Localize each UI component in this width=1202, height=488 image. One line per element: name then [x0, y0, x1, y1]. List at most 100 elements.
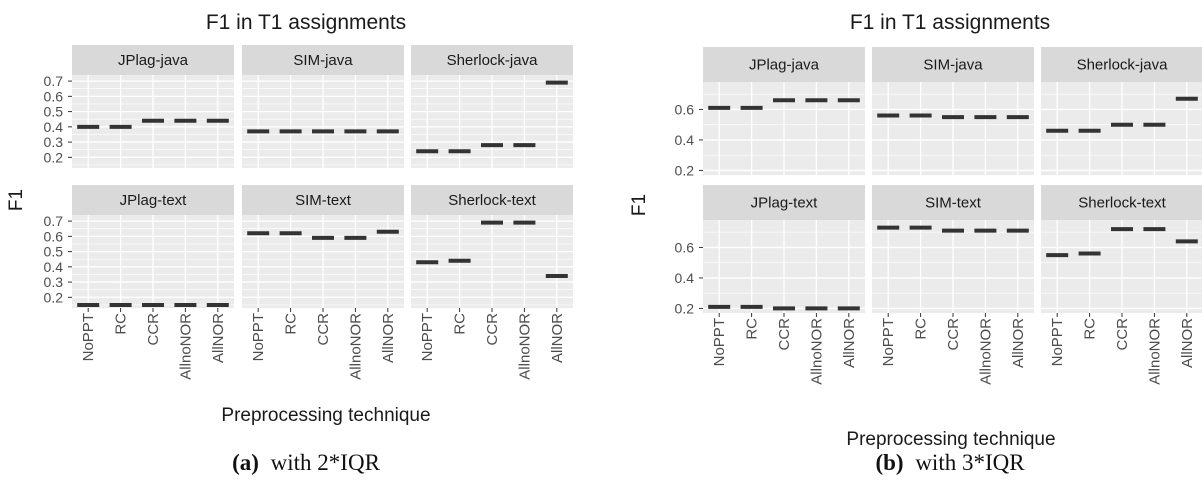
x-tick-label: AllNOR	[210, 313, 227, 363]
facet-strip	[242, 45, 404, 75]
facet-strip-label: SIM-java	[923, 57, 983, 74]
facet-sherlock-java: Sherlock-java	[1041, 47, 1202, 175]
svg-text:(b) with 3*IQR: (b) with 3*IQR	[875, 450, 1025, 475]
facet-strip	[72, 45, 234, 75]
x-tick-label: CCR	[776, 318, 793, 351]
facet-jplag-java: JPlag-java 0.2 0.4 0.6	[675, 47, 865, 178]
chart-a-ylabel: F1	[6, 189, 27, 211]
x-tick-label: RC	[1082, 318, 1099, 340]
y-tick-label: 0.6	[44, 88, 64, 104]
x-tick-label: CCR	[484, 313, 501, 346]
x-tick-label: RC	[913, 318, 930, 340]
facet-strip	[411, 45, 573, 75]
facet-strip	[1041, 47, 1202, 82]
y-tick-label: 0.2	[44, 149, 64, 165]
chart-a: F1 in T1 assignments F1 Preprocessing te…	[6, 11, 573, 426]
y-tick-label: 0.7	[44, 73, 64, 89]
caption-a: (a) with 2*IQR	[232, 450, 380, 475]
x-tick-label: NoPPT	[80, 313, 97, 361]
y-tick-label: 0.4	[44, 259, 64, 275]
y-tick-label: 0.3	[44, 134, 64, 150]
chart-a-xlabel: Preprocessing technique	[221, 405, 430, 426]
y-tick-label: 0.5	[44, 104, 64, 120]
x-tick-label: RC	[744, 318, 761, 340]
facet-strip	[703, 185, 865, 220]
y-tick-label: 0.2	[675, 162, 695, 178]
y-tick-label: 0.4	[675, 132, 695, 148]
y-tick-label: 0.5	[44, 244, 64, 260]
facet-strip-label: Sherlock-java	[1077, 57, 1169, 74]
x-tick-label: RC	[283, 313, 300, 335]
x-tick-label: CCR	[145, 313, 162, 346]
facet-strip	[703, 47, 865, 82]
x-tick-label: AllnoNOR	[347, 313, 364, 380]
caption-b-text: with 3*IQR	[915, 450, 1025, 475]
chart-b: F1 in T1 assignments F1 Preprocessing te…	[629, 11, 1202, 450]
facet-jplag-text: JPlag-text 0.20.30.40.50.60.7 NoPPT RC CCR Al…	[44, 185, 234, 380]
x-tick-label: CCR	[315, 313, 332, 346]
x-tick-label: CCR	[1114, 318, 1131, 351]
x-tick-label: AllNOR	[841, 318, 858, 368]
facet-strip-label: Sherlock-java	[447, 52, 539, 69]
facet-strip-label: SIM-java	[293, 52, 353, 69]
y-tick-label: 0.3	[44, 274, 64, 290]
x-tick-label: AllnoNOR	[808, 318, 825, 385]
y-tick-label: 0.4	[675, 270, 695, 286]
facet-sherlock-text: Sherlock-text NoPPT RC CCR AllnoNOR AllNOR	[1041, 185, 1202, 385]
y-tick-label: 0.2	[675, 300, 695, 316]
x-tick-label: NoPPT	[419, 313, 436, 361]
chart-b-xlabel: Preprocessing technique	[846, 429, 1055, 450]
x-tick-label: NoPPT	[880, 318, 897, 366]
facet-strip-label: JPlag-java	[118, 52, 189, 69]
y-tick-label: 0.7	[44, 213, 64, 229]
facet-strip-label: JPlag-text	[120, 192, 188, 209]
facet-strip	[242, 185, 404, 215]
facet-strip	[1041, 185, 1202, 220]
x-tick-label: AllNOR	[380, 313, 397, 363]
y-tick-label: 0.2	[44, 289, 64, 305]
x-tick-label: NoPPT	[711, 318, 728, 366]
y-tick-label: 0.4	[44, 119, 64, 135]
x-tick-label: AllNOR	[549, 313, 566, 363]
caption-b: (b) with 3*IQR	[875, 450, 1025, 475]
facet-strip-label: Sherlock-text	[448, 192, 536, 209]
facet-jplag-java: JPlag-java 0.20.30.40.50.60.7	[44, 45, 234, 168]
facet-sim-text: SIM-text NoPPT RC CCR AllnoNOR AllNOR	[242, 185, 404, 380]
x-tick-label: RC	[113, 313, 130, 335]
facet-sim-text: SIM-text NoPPT RC CCR AllnoNOR AllNOR	[872, 185, 1034, 385]
facet-jplag-text: JPlag-text 0.2 0.4 0.6 NoPPT RC CCR AllnoNOR All…	[675, 185, 865, 385]
y-tick-label: 0.6	[675, 239, 695, 255]
caption-a-text: with 2*IQR	[271, 450, 381, 475]
facet-sherlock-text: Sherlock-text NoPPT RC CCR AllnoNOR AllNOR	[411, 185, 573, 380]
x-tick-label: AllNOR	[1010, 318, 1027, 368]
caption-b-label: (b)	[875, 450, 903, 475]
x-tick-label: NoPPT	[250, 313, 267, 361]
x-tick-label: CCR	[945, 318, 962, 351]
facet-strip-label: SIM-text	[925, 195, 982, 212]
x-tick-label: RC	[452, 313, 469, 335]
facet-strip-label: JPlag-java	[749, 57, 820, 74]
x-tick-label: AllnoNOR	[516, 313, 533, 380]
facet-sim-java: SIM-java	[872, 47, 1034, 175]
chart-b-title: F1 in T1 assignments	[850, 11, 1050, 34]
facet-strip-label: SIM-text	[295, 192, 352, 209]
svg-text:(a) with 2*IQR: (a) with 2*IQR	[232, 450, 380, 475]
facet-strip	[72, 185, 234, 215]
facet-strip	[872, 185, 1034, 220]
x-tick-label: AllNOR	[1179, 318, 1196, 368]
x-tick-label: AllnoNOR	[977, 318, 994, 385]
caption-a-label: (a)	[232, 450, 259, 475]
y-tick-label: 0.6	[675, 101, 695, 117]
y-tick-label: 0.6	[44, 228, 64, 244]
facet-sim-java: SIM-java	[242, 45, 404, 168]
x-tick-label: AllnoNOR	[1146, 318, 1163, 385]
facet-sherlock-java: Sherlock-java	[411, 45, 573, 168]
facet-strip	[411, 185, 573, 215]
chart-a-title: F1 in T1 assignments	[206, 11, 406, 34]
chart-b-ylabel: F1	[629, 194, 650, 216]
x-tick-label: NoPPT	[1049, 318, 1066, 366]
facet-strip-label: JPlag-text	[751, 195, 819, 212]
facet-strip	[872, 47, 1034, 82]
x-tick-label: AllnoNOR	[177, 313, 194, 380]
